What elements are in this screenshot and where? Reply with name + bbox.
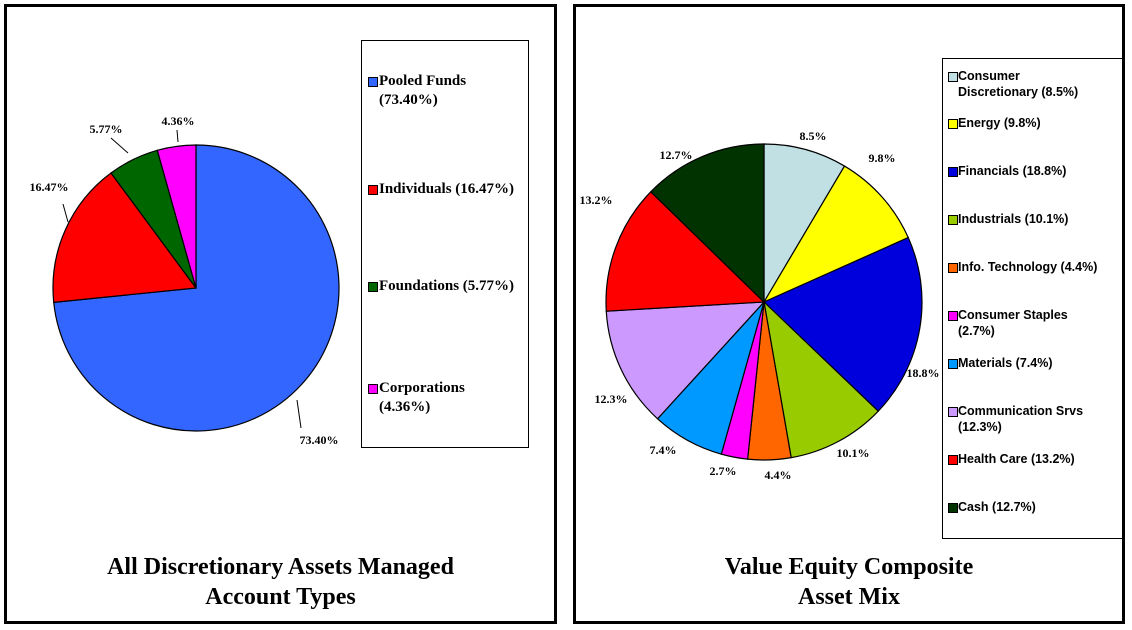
- legend-label: Pooled Funds (73.40%): [379, 73, 467, 108]
- pie-slice-financials: [762, 236, 923, 412]
- leader-line-foundations: [110, 137, 129, 154]
- data-label-cash: 12.7%: [660, 148, 693, 162]
- data-label-pooled-funds: 73.40%: [300, 433, 339, 447]
- data-label-industrials: 10.1%: [837, 446, 870, 460]
- legend-swatch: [948, 407, 958, 417]
- data-label-energy: 9.8%: [869, 151, 896, 165]
- legend-swatch: [948, 359, 958, 369]
- legend-swatch: [948, 455, 958, 465]
- pie-slice-energy: [762, 165, 910, 304]
- legend-label: Consumer Staples (2.7%): [958, 308, 1068, 338]
- data-label-consumer-staples: 2.7%: [710, 464, 737, 478]
- legend-label: Foundations (5.77%): [379, 278, 515, 294]
- chart-title-line2: Asset Mix: [798, 584, 900, 610]
- leader-line-individuals: [62, 203, 69, 223]
- legend-swatch: [368, 77, 378, 87]
- legend-label: Energy (9.8%): [958, 116, 1041, 130]
- legend-label: Corporations (4.36%): [379, 380, 465, 415]
- chart-title-account-types: All Discretionary Assets Managed Account…: [7, 552, 554, 612]
- data-label-materials: 7.4%: [650, 443, 677, 457]
- chart-title-line1: Value Equity Composite: [724, 554, 974, 580]
- legend-swatch: [948, 72, 958, 82]
- legend-swatch: [368, 185, 378, 195]
- legend-account-types: Pooled Funds (73.40%) Individuals (16.47%)…: [361, 40, 529, 448]
- legend-swatch: [948, 215, 958, 225]
- chart-panel-asset-mix: 8.5% 9.8% 18.8% 10.1% 4.4% 2.7% 7.4% 12.3% 13.2%…: [573, 4, 1125, 624]
- leader-line-pooled-funds: [296, 399, 302, 429]
- pie-slice-corporations: [156, 144, 197, 289]
- legend-label: Info. Technology (4.4%): [958, 260, 1098, 274]
- legend-swatch: [368, 384, 378, 394]
- legend-label: Financials (18.8%): [958, 164, 1067, 178]
- legend-swatch: [948, 311, 958, 321]
- pie-chart-asset-mix: 8.5% 9.8% 18.8% 10.1% 4.4% 2.7% 7.4% 12.3% 13.2%…: [580, 129, 940, 482]
- legend-label: Consumer Discretionary (8.5%): [958, 69, 1079, 99]
- pie-slice-communication-srvs: [605, 301, 766, 420]
- pie-slice-cash: [649, 143, 765, 304]
- legend-label: Communication Srvs (12.3%): [958, 404, 1084, 434]
- data-label-foundations: 5.77%: [90, 122, 123, 136]
- pie-chart-account-types: 73.40% 16.47% 5.77% 4.36%: [30, 114, 340, 447]
- data-label-health-care: 13.2%: [580, 193, 613, 207]
- chart-title-line2: Account Types: [205, 584, 356, 610]
- data-label-corporations: 4.36%: [162, 114, 195, 128]
- data-label-info-technology: 4.4%: [765, 468, 792, 482]
- legend-label: Industrials (10.1%): [958, 212, 1069, 226]
- data-label-communication-srvs: 12.3%: [595, 392, 628, 406]
- chart-title-asset-mix: Value Equity Composite Asset Mix: [576, 552, 1122, 612]
- legend-swatch: [948, 503, 958, 513]
- data-label-individuals: 16.47%: [30, 180, 69, 194]
- legend-swatch: [368, 282, 378, 292]
- pie-slice-individuals: [52, 172, 198, 304]
- pie-slice-consumer-discretionary: [763, 143, 846, 305]
- legend-swatch: [948, 263, 958, 273]
- legend-swatch: [948, 167, 958, 177]
- data-label-consumer-discretionary: 8.5%: [800, 129, 827, 143]
- data-label-financials: 18.8%: [907, 366, 940, 380]
- legend-label: Health Care (13.2%): [958, 452, 1075, 466]
- pie-slice-health-care: [605, 190, 766, 312]
- chart-title-line1: All Discretionary Assets Managed: [107, 554, 454, 580]
- pie-slice-industrials: [763, 300, 880, 459]
- chart-panel-account-types: 73.40% 16.47% 5.77% 4.36% Pooled Funds (73.4…: [4, 4, 557, 624]
- legend-label: Materials (7.4%): [958, 356, 1053, 370]
- legend-label: Cash (12.7%): [958, 500, 1036, 514]
- legend-swatch: [948, 119, 958, 129]
- legend-asset-mix: Consumer Discretionary (8.5%) Energy (9.8%…: [942, 58, 1123, 539]
- legend-label: Individuals (16.47%): [379, 181, 515, 197]
- leader-line-corporations: [176, 129, 179, 143]
